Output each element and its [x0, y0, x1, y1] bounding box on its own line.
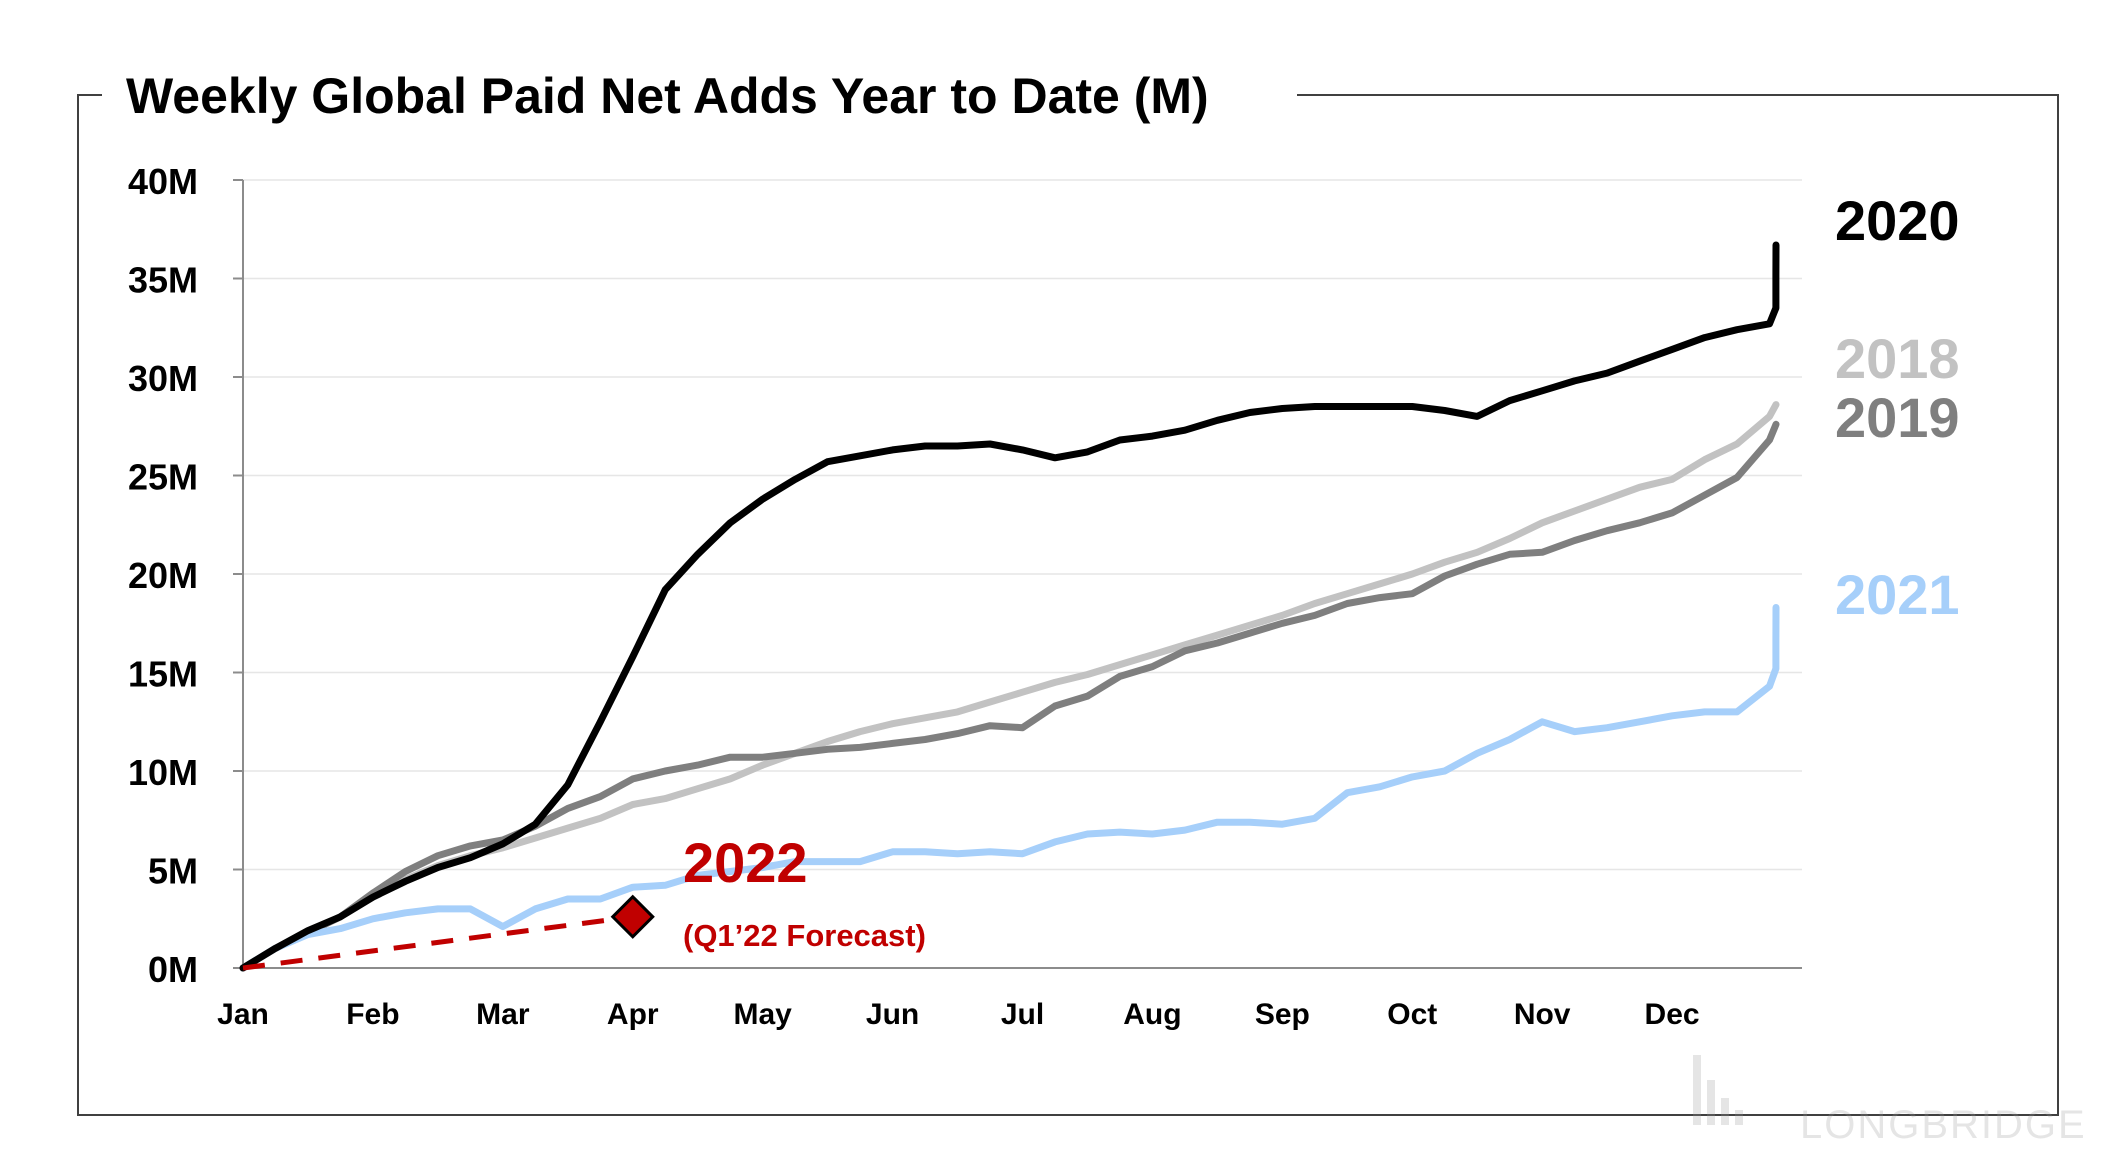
watermark: LONGBRIDGE [1693, 1055, 2087, 1147]
y-tick-label: 20M [128, 555, 198, 596]
gridlines [243, 179, 1802, 871]
series-lines [239, 241, 1780, 972]
watermark-logo [1735, 1110, 1743, 1125]
y-tick-label: 40M [128, 161, 198, 202]
x-tick-label: Mar [476, 998, 530, 1031]
x-tick-label: Jan [217, 998, 269, 1031]
watermark-text: LONGBRIDGE [1800, 1103, 2087, 1147]
x-tick-labels: Jan Feb Mar Apr May Jun Jul Aug Sep Oct Nov Dec [217, 998, 1699, 1031]
x-tick-label: Feb [346, 998, 399, 1031]
series-line-2018 [239, 401, 1780, 972]
title-backdrop [102, 60, 1297, 130]
x-tick-label: Oct [1387, 998, 1437, 1031]
series-label-2019: 2019 [1835, 386, 1960, 449]
x-tick-label: Apr [607, 998, 659, 1031]
x-tick-label: Dec [1645, 998, 1700, 1031]
watermark-logo [1721, 1098, 1729, 1125]
y-tick-label: 10M [128, 752, 198, 793]
chart-title: Weekly Global Paid Net Adds Year to Date… [126, 68, 1209, 124]
y-tick-labels: 0M 5M 10M 15M 20M 25M 30M 35M 40M [128, 161, 198, 990]
x-tick-label: Sep [1255, 998, 1310, 1031]
series-line-2021 [239, 604, 1780, 972]
x-tick-label: May [733, 998, 792, 1031]
series-sublabel-2022: (Q1’22 Forecast) [683, 918, 926, 953]
x-tick-label: Jul [1001, 998, 1044, 1031]
y-tick-label: 15M [128, 654, 198, 695]
y-tick-label: 5M [148, 851, 198, 892]
y-tick-label: 35M [128, 260, 198, 301]
axes [233, 179, 1802, 969]
series-label-2020: 2020 [1835, 189, 1960, 252]
forecast-marker [610, 894, 655, 939]
watermark-logo [1693, 1055, 1701, 1125]
watermark-logo [1707, 1080, 1715, 1125]
y-tick-label: 30M [128, 358, 198, 399]
series-line-2022 [242, 914, 634, 971]
y-tick-label: 0M [148, 949, 198, 990]
x-tick-label: Nov [1514, 998, 1571, 1031]
series-label-2021: 2021 [1835, 563, 1960, 626]
series-label-2018: 2018 [1835, 327, 1960, 390]
x-tick-label: Jun [866, 998, 919, 1031]
x-tick-label: Aug [1123, 998, 1181, 1031]
chart-frame [77, 94, 2059, 1116]
y-tick-label: 25M [128, 457, 198, 498]
series-line-2020 [239, 241, 1780, 972]
series-label-2022: 2022 [683, 831, 808, 894]
